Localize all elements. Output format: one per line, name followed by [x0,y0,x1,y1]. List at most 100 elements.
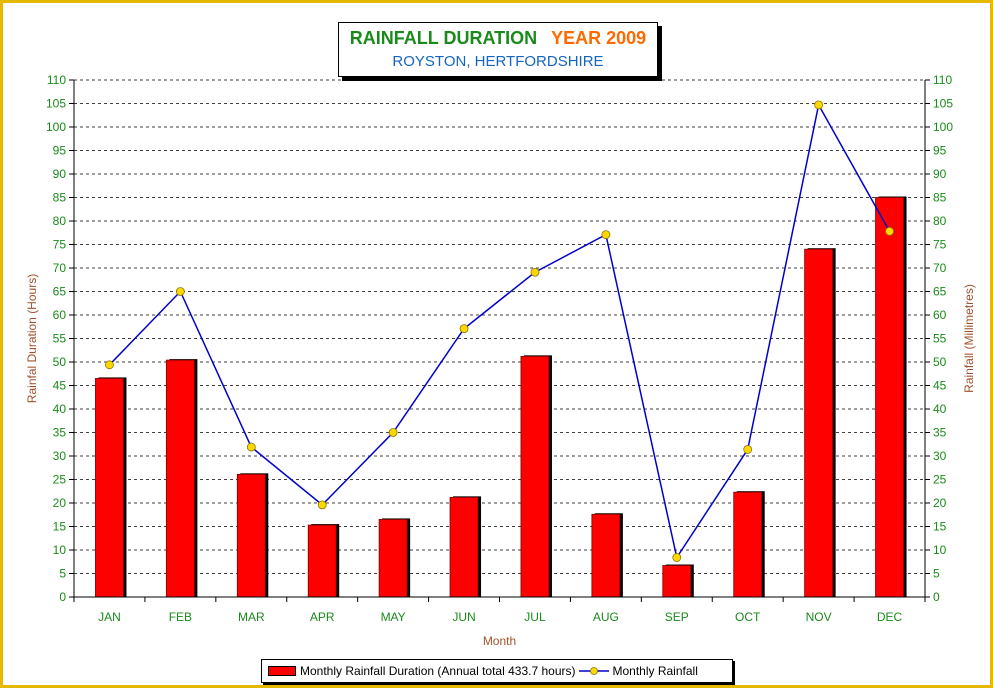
ytick-label-left: 10 [53,543,67,557]
ytick-label-right: 45 [933,379,947,393]
x-axis-title: Month [483,634,516,648]
grid-lines [74,79,925,574]
bar [95,378,124,598]
ytick-label-right: 75 [933,238,947,252]
xtick-label: DEC [877,610,903,624]
ytick-label-left: 75 [53,238,67,252]
ytick-label-right: 85 [933,191,947,205]
ytick-label-right: 90 [933,167,947,181]
axes [69,79,930,602]
xtick-label: JUN [452,610,475,624]
ytick-label-left: 25 [53,473,67,487]
legend-swatch-bar [268,666,296,676]
rainfall-point [105,360,114,370]
rainfall-point [601,230,611,240]
bar [378,519,408,598]
ytick-label-left: 110 [47,73,66,87]
ytick-label-right: 70 [933,261,947,275]
xtick-label: FEB [169,610,192,624]
ytick-label-left: 40 [53,402,67,416]
xtick-label: OCT [735,610,761,624]
ytick-label-left: 70 [53,261,67,275]
ytick-label-right: 40 [933,402,947,416]
ytick-label-right: 5 [933,567,940,581]
ytick-label-right: 80 [933,214,947,228]
chart-title-box: RAINFALL DURATION YEAR 2009 ROYSTON, HERT… [338,22,658,77]
ytick-label-left: 90 [53,167,67,181]
xtick-label: MAY [381,610,406,624]
chart-subtitle: ROYSTON, HERTFORDSHIRE [392,53,604,70]
xtick-label: JAN [98,610,121,624]
ytick-label-right: 0 [933,590,940,604]
rainfall-point [530,267,540,277]
bar [662,565,692,598]
ytick-label-right: 105 [933,97,953,111]
ytick-label-left: 5 [59,567,66,581]
bar-series [95,196,907,598]
ytick-label-left: 15 [53,520,67,534]
ytick-label-right: 95 [933,144,947,158]
ytick-label-left: 45 [53,379,67,393]
ytick-label-right: 10 [933,543,947,557]
ytick-label-left: 30 [53,449,67,463]
xtick-label: MAR [238,610,265,624]
ytick-label-right: 30 [933,449,947,463]
ytick-label-left: 55 [53,332,67,346]
bar [804,248,834,598]
line-series [105,100,894,562]
ytick-label-right: 50 [933,355,947,369]
bar [733,491,763,598]
bar [307,524,337,598]
bar [875,197,904,598]
ytick-label-left: 105 [46,97,66,111]
rainfall-point [317,500,327,510]
ytick-label-left: 35 [53,426,67,440]
bar [449,496,479,598]
bar [236,473,266,598]
ytick-label-left: 20 [53,496,67,510]
y-axis-title-left: Rainfal Duration (Hours) [25,274,39,403]
rainfall-point [459,324,469,334]
rainfall-point [743,445,753,454]
rainfall-line [108,102,891,560]
xtick-label: JUL [524,610,546,624]
chart-legend: Monthly Rainfall Duration (Annual total … [261,659,733,683]
ytick-label-right: 100 [933,120,953,134]
ytick-label-right: 65 [933,285,947,299]
ytick-label-right: 20 [933,496,947,510]
ytick-label-left: 100 [46,120,66,134]
y-axis-title-right: Rainfall (Millimetres) [962,284,976,393]
xtick-label: APR [310,610,335,624]
ytick-label-right: 25 [933,473,947,487]
chart-title: RAINFALL DURATION [349,28,538,48]
legend-item-duration: Monthly Rainfall Duration (Annual total … [262,664,575,678]
ytick-label-left: 85 [53,191,67,205]
legend-swatch-line [579,667,610,675]
bar [520,355,550,598]
ytick-label-right: 35 [933,426,947,440]
ytick-label-left: 50 [53,355,67,369]
bar [591,513,621,598]
ytick-label-right: 110 [933,73,952,87]
bar [165,359,195,598]
ytick-label-left: 80 [53,214,67,228]
rainfall-point [246,442,256,452]
ytick-label-right: 15 [933,520,947,534]
ytick-label-left: 0 [59,590,66,604]
chart-title-year: YEAR 2009 [551,28,647,48]
xtick-label: AUG [593,610,619,624]
ytick-label-left: 60 [53,308,67,322]
rainfall-point [814,100,824,110]
xtick-label: NOV [806,610,832,624]
ytick-label-right: 55 [933,332,947,346]
legend-item-rainfall: Monthly Rainfall [575,664,698,678]
rainfall-point [175,287,185,296]
ytick-label-left: 95 [53,144,67,158]
ytick-label-left: 65 [53,285,67,299]
rainfall-point [672,553,682,562]
ytick-label-right: 60 [933,308,947,322]
rainfall-point [885,226,894,236]
